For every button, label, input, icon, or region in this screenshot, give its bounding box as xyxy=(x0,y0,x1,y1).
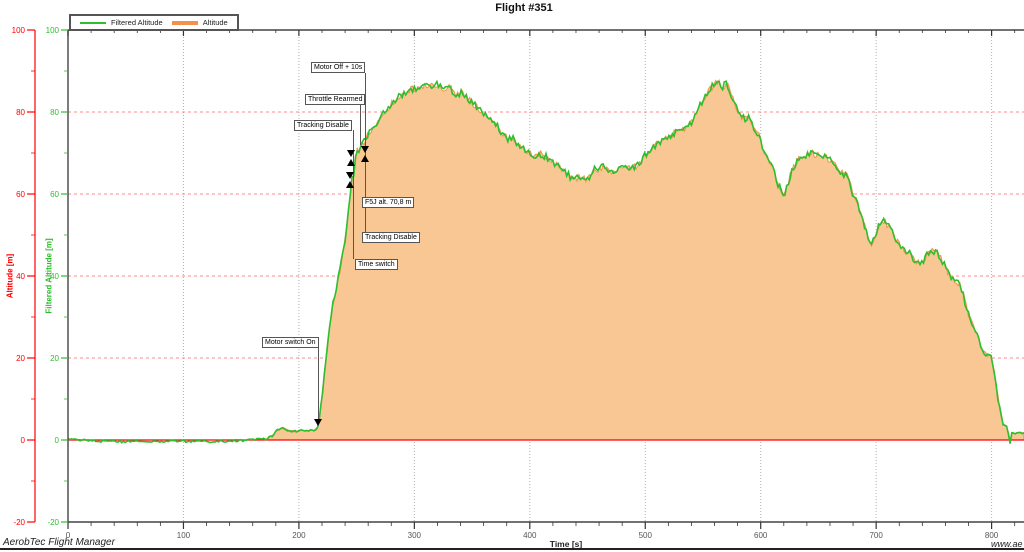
footer-rule xyxy=(0,548,1024,550)
x-tick-label: 300 xyxy=(408,531,422,540)
legend: Filtered Altitude Altitude xyxy=(69,14,239,31)
y-tick-label-green: 40 xyxy=(50,272,59,281)
annotation-arrow-up-icon xyxy=(346,181,354,188)
y-tick-label-red: -20 xyxy=(13,518,25,527)
x-tick-label: 800 xyxy=(985,531,999,540)
y-tick-label-red: 20 xyxy=(16,354,25,363)
y-tick-label-green: 100 xyxy=(46,26,60,35)
x-axis-label-time: Time [s] xyxy=(549,539,583,549)
annotation-arrow-up-icon xyxy=(347,159,355,166)
y-tick-label-green: 20 xyxy=(50,354,59,363)
y-tick-label-green: 80 xyxy=(50,108,59,117)
annotation-arrow-down-icon xyxy=(346,172,354,179)
annotation-throttle-rearmed: Throttle Rearmed xyxy=(305,94,366,105)
annotation-arrow-down-icon xyxy=(347,150,355,157)
y-axis-label-filtered-altitude: Filtered Altitude [m] xyxy=(44,238,54,314)
x-tick-label: 100 xyxy=(177,531,191,540)
legend-label: Altitude xyxy=(202,18,228,27)
x-tick-label: 400 xyxy=(523,531,537,540)
y-tick-label-green: 0 xyxy=(55,436,60,445)
annotation-connector xyxy=(318,348,319,419)
filtered-altitude-line xyxy=(67,79,1024,444)
x-tick-label: 500 xyxy=(639,531,653,540)
annotation-arrow-down-icon xyxy=(361,146,369,153)
altitude-area xyxy=(67,78,1024,441)
y-tick-label-green: -20 xyxy=(47,518,59,527)
x-tick-label: 600 xyxy=(754,531,768,540)
annotation-motor-switch-on: Motor switch On xyxy=(262,337,319,348)
y-tick-label-red: 80 xyxy=(16,108,25,117)
y-tick-label-red: 60 xyxy=(16,190,25,199)
x-tick-label: 200 xyxy=(292,531,306,540)
y-tick-label-red: 100 xyxy=(12,26,26,35)
annotation-connector xyxy=(360,103,361,145)
y-tick-label-green: 60 xyxy=(50,190,59,199)
annotation-arrow-down-icon xyxy=(314,419,322,426)
altitude-line-swatch xyxy=(171,20,198,25)
legend-item-altitude[interactable]: Altitude xyxy=(171,18,228,27)
filtered-altitude-line-swatch xyxy=(80,21,106,24)
annotation-motor-off: Motor Off + 10s xyxy=(311,62,366,73)
footer-url: www.ae xyxy=(991,539,1023,549)
y-axis-label-altitude: Altitude [m] xyxy=(5,253,15,299)
annotation-f5j-altitude: F5J alt. 70,8 m xyxy=(362,197,415,208)
annotation-connector xyxy=(353,130,354,259)
footer-app-name: AerobTec Flight Manager xyxy=(3,537,115,548)
legend-label: Filtered Altitude xyxy=(111,18,163,27)
annotation-tracking-disable-lower: Tracking Disable xyxy=(362,232,420,243)
page-title: Flight #351 xyxy=(495,2,553,14)
x-tick-label: 0 xyxy=(66,531,71,540)
annotation-arrow-up-icon xyxy=(361,155,369,162)
y-tick-label-red: 40 xyxy=(16,272,25,281)
annotation-tracking-disable-upper: Tracking Disable xyxy=(294,120,352,131)
x-tick-label: 700 xyxy=(869,531,883,540)
legend-item-filtered-altitude[interactable]: Filtered Altitude xyxy=(80,18,163,27)
y-tick-label-red: 0 xyxy=(21,436,26,445)
annotation-time-switch: Time switch xyxy=(355,259,398,270)
